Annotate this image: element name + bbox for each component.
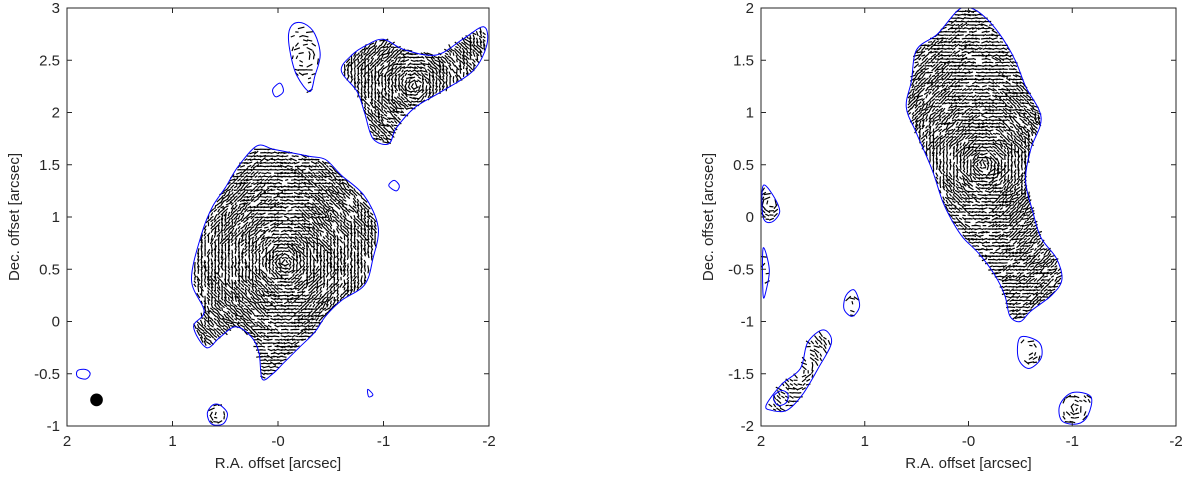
y-tick-label: 3 (52, 0, 60, 17)
vector-segments (768, 331, 831, 412)
y-tick-label: 1.5 (733, 52, 754, 69)
y-tick-label: 0.5 (733, 157, 754, 174)
intensity-contour (287, 21, 321, 93)
y-tick-label: -0.5 (34, 366, 60, 383)
vector-segments (193, 147, 377, 379)
x-tick-label: -2 (1169, 433, 1182, 450)
x-tick-label: -0 (271, 433, 284, 450)
intensity-contour (206, 403, 228, 426)
small-contour (366, 388, 374, 398)
vector-field (761, 9, 1093, 424)
intensity-contour (1058, 391, 1093, 425)
small-contour (272, 82, 284, 98)
intensity-contour (905, 8, 1063, 323)
intensity-contour (190, 144, 379, 381)
y-tick-label: -2 (741, 418, 754, 435)
y-tick-label: -1 (741, 314, 754, 331)
vector-segments (290, 26, 319, 94)
y-tick-label: 2 (52, 105, 60, 122)
y-axis-label: Dec. offset [arcsec] (700, 153, 717, 281)
intensity-contour (761, 247, 770, 299)
x-axis-label: R.A. offset [arcsec] (215, 455, 341, 472)
x-tick-label: -1 (1066, 433, 1079, 450)
x-tick-label: -1 (377, 433, 390, 450)
y-tick-label: -1 (47, 418, 60, 435)
x-tick-label: -0 (962, 433, 975, 450)
x-tick-label: -2 (482, 433, 495, 450)
y-tick-label: 1.5 (39, 157, 60, 174)
intensity-contour (843, 289, 861, 317)
y-axis-label: Dec. offset [arcsec] (6, 153, 23, 281)
vector-segments (761, 255, 770, 284)
y-tick-label: 2.5 (39, 52, 60, 69)
x-tick-label: 2 (63, 433, 71, 450)
intensity-contour (340, 26, 489, 145)
y-tick-label: -1.5 (728, 366, 754, 383)
y-tick-label: -0.5 (728, 261, 754, 278)
intensity-contour (1016, 335, 1043, 370)
beam-marker (90, 393, 103, 407)
y-tick-label: 0.5 (39, 261, 60, 278)
y-tick-label: 1 (52, 209, 60, 226)
panel-left: 2 1 -0 -1 -2 -1 -0.5 0 0.5 1 1.5 2 2.5 3 R.A. offset [… (6, 0, 496, 472)
x-tick-label: 2 (757, 433, 765, 450)
intensity-contour (765, 329, 833, 413)
vector-segments (761, 187, 779, 221)
panel-right: 2 1 -0 -1 -2 -2 -1.5 -1 -0.5 0 0.5 1 1.5 2 R.A. offset… (700, 0, 1183, 472)
vector-segments (845, 295, 860, 317)
x-axis-label: R.A. offset [arcsec] (905, 455, 1031, 472)
x-tick-label: 1 (168, 433, 176, 450)
small-contour (75, 368, 91, 380)
vector-segments (1062, 394, 1093, 424)
map-content (761, 8, 1093, 425)
y-tick-label: 0 (52, 314, 60, 331)
plot-area (761, 8, 1176, 426)
map-content (75, 21, 489, 426)
y-tick-label: 1 (746, 105, 754, 122)
y-tick-label: 2 (746, 0, 754, 17)
x-tick-label: 1 (861, 433, 869, 450)
vector-segments (1020, 339, 1041, 365)
small-contour (388, 179, 400, 192)
small-contour (772, 389, 789, 406)
intensity-contour (761, 184, 781, 224)
vector-segments (343, 27, 486, 145)
y-tick-label: 0 (746, 209, 754, 226)
